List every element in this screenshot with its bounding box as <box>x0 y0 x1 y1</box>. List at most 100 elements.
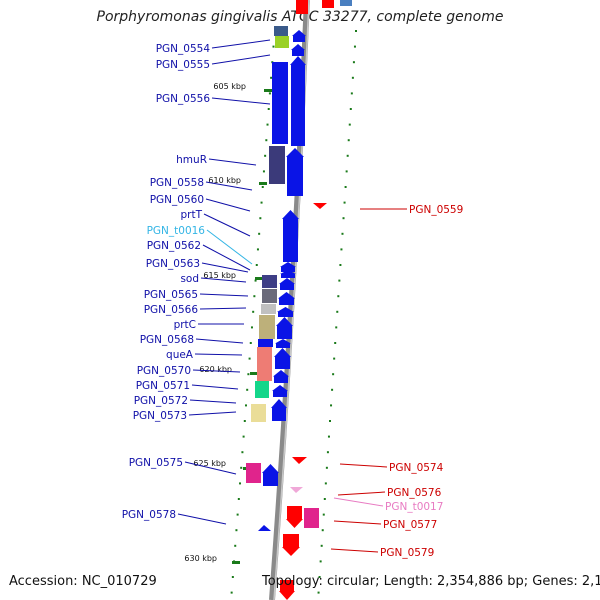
outer-tick <box>319 560 322 563</box>
gene-label-prtc[interactable]: prtC <box>174 319 196 331</box>
inner-tick <box>246 388 249 391</box>
gene-label-pgn_0578[interactable]: PGN_0578 <box>122 509 176 521</box>
outer-tick <box>332 373 335 376</box>
plus-strand-arrow <box>291 44 305 56</box>
outer-tick <box>330 404 333 407</box>
gene-label-pgn_0566[interactable]: PGN_0566 <box>144 304 199 316</box>
inner-tick <box>248 357 251 360</box>
label-leader-line <box>330 548 379 553</box>
label-leader-line <box>211 54 271 65</box>
gene-label-pgn_0574[interactable]: PGN_0574 <box>389 462 444 474</box>
gene-label-prtt[interactable]: prtT <box>180 209 202 221</box>
gene-block <box>274 26 288 36</box>
outer-tick <box>321 529 324 532</box>
gene-block <box>275 36 289 48</box>
gene-label-pgn_t0016[interactable]: PGN_t0016 <box>147 225 206 237</box>
label-leader-line <box>333 497 384 507</box>
outer-tick <box>320 544 323 547</box>
label-leader-line <box>202 244 251 271</box>
inner-tick <box>244 404 247 407</box>
plus-strand-arrow <box>276 317 293 339</box>
gene-label-pgn_0565[interactable]: PGN_0565 <box>144 289 198 301</box>
gene-label-pgn_0556[interactable]: PGN_0556 <box>156 93 211 105</box>
gene-label-hmur[interactable]: hmuR <box>176 154 207 166</box>
outer-tick <box>323 498 326 500</box>
gene-label-pgn_0559[interactable]: PGN_0559 <box>409 204 463 216</box>
gene-label-pgn_0570[interactable]: PGN_0570 <box>137 365 191 377</box>
inner-tick <box>267 108 270 110</box>
outer-tick <box>331 388 334 391</box>
genome-title: Porphyromonas gingivalis ATCC 33277, com… <box>96 9 504 25</box>
outer-tick <box>317 591 320 594</box>
outer-tick <box>336 310 339 313</box>
gene-block <box>269 146 285 184</box>
inner-tick <box>240 466 243 469</box>
inner-tick <box>261 186 264 188</box>
inner-tick <box>234 544 237 547</box>
outer-tick <box>322 513 325 516</box>
outer-tick <box>349 108 352 110</box>
plus-strand-arrow <box>272 385 288 397</box>
inner-tick <box>259 217 262 220</box>
inner-tick <box>266 123 269 126</box>
inner-tick <box>247 373 250 376</box>
gene-label-pgn_0575[interactable]: PGN_0575 <box>129 457 183 469</box>
gene-label-pgn_0568[interactable]: PGN_0568 <box>140 334 194 346</box>
plus-strand-arrow <box>277 307 294 317</box>
label-leader-line <box>206 229 253 265</box>
inner-tick <box>236 513 239 516</box>
outer-tick <box>341 232 344 235</box>
outer-tick <box>352 61 355 64</box>
kbp-label: 625 kbp <box>193 459 226 468</box>
minus-strand-arrow <box>292 457 307 464</box>
kbp-label: 630 kbp <box>184 554 217 563</box>
label-leader-line <box>195 338 244 344</box>
label-leader-line <box>205 181 253 191</box>
plus-strand-arrow <box>273 370 289 383</box>
gene-label-pgn_0560[interactable]: PGN_0560 <box>150 194 204 206</box>
topology-label: Topology: circular; Length: 2,354,886 bp… <box>262 574 600 589</box>
kbp-label: 620 kbp <box>199 365 232 374</box>
outer-tick <box>318 576 321 578</box>
label-leader-line <box>199 307 247 310</box>
label-leader-line <box>201 262 249 273</box>
gene-label-pgn_0573[interactable]: PGN_0573 <box>133 410 187 422</box>
kbp-tick <box>264 89 272 92</box>
gene-label-pgn_0558[interactable]: PGN_0558 <box>150 177 204 189</box>
label-leader-line <box>339 463 388 468</box>
label-leader-line <box>184 461 237 475</box>
label-leader-line <box>194 353 243 356</box>
label-leader-line <box>333 520 382 525</box>
plus-strand-arrow <box>279 278 295 290</box>
outer-tick <box>335 326 338 329</box>
label-leader-line <box>177 513 227 525</box>
inner-tick <box>265 139 268 142</box>
gene-label-pgn_t0017[interactable]: PGN_t0017 <box>385 501 443 513</box>
gene-label-quea[interactable]: queA <box>166 349 194 361</box>
label-leader-line <box>192 369 241 373</box>
gene-label-pgn_0572[interactable]: PGN_0572 <box>134 395 188 407</box>
gene-label-pgn_0571[interactable]: PGN_0571 <box>136 380 190 392</box>
inner-tick <box>250 326 253 329</box>
inner-tick <box>264 154 267 157</box>
outer-tick <box>334 342 337 344</box>
inner-tick <box>230 591 233 594</box>
gene-label-pgn_0579[interactable]: PGN_0579 <box>380 547 434 559</box>
gene-label-pgn_0576[interactable]: PGN_0576 <box>387 487 442 499</box>
gene-label-pgn_0563[interactable]: PGN_0563 <box>146 258 200 270</box>
outer-tick <box>353 45 356 48</box>
outer-tick <box>342 217 345 220</box>
gene-label-pgn_0555[interactable]: PGN_0555 <box>156 59 210 71</box>
accession-label: Accession: NC_010729 <box>9 574 157 589</box>
minus-strand-arrow <box>286 506 303 528</box>
inner-tick <box>256 248 259 251</box>
gene-label-pgn_0562[interactable]: PGN_0562 <box>147 240 201 252</box>
gene-label-sod[interactable]: sod <box>180 273 199 285</box>
outer-tick <box>351 76 354 79</box>
gene-block <box>296 0 308 14</box>
kbp-label: 610 kbp <box>208 176 241 185</box>
gene-label-pgn_0577[interactable]: PGN_0577 <box>383 519 437 531</box>
inner-tick <box>272 45 275 48</box>
inner-tick <box>249 342 252 344</box>
gene-label-pgn_0554[interactable]: PGN_0554 <box>156 43 211 55</box>
